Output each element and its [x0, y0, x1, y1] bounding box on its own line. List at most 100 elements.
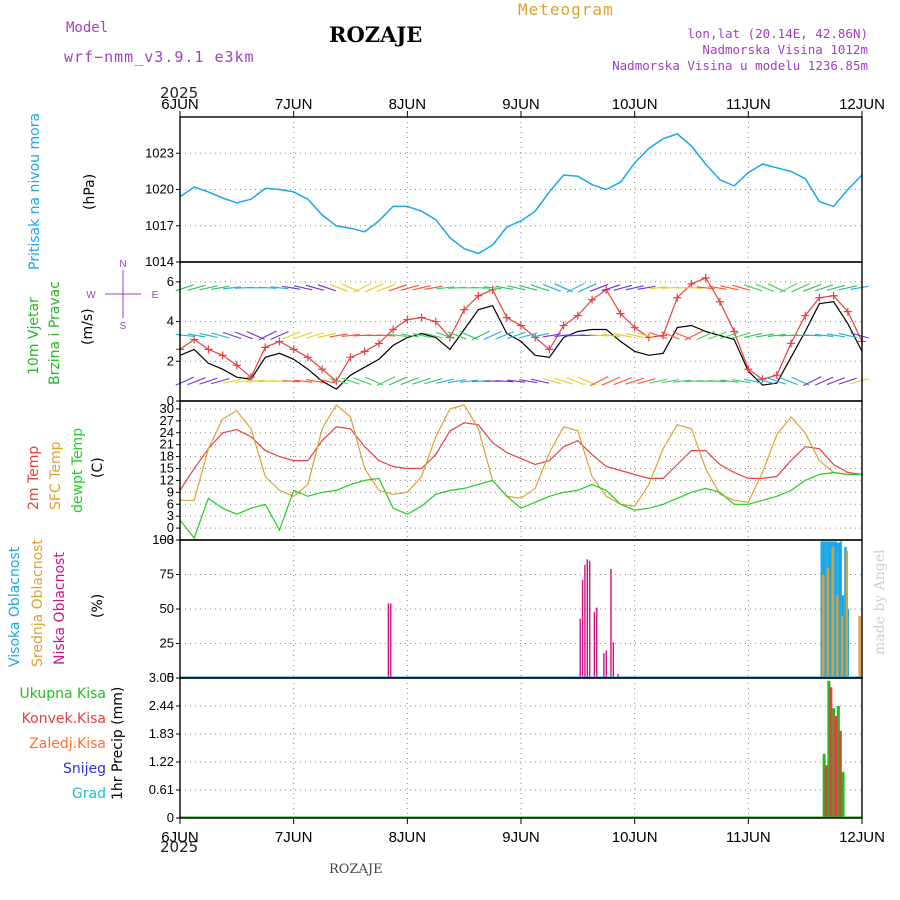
- wind-direction-arrow: [637, 378, 656, 385]
- wind-direction-arrow: [471, 330, 490, 341]
- compass-letter-w: W: [86, 290, 96, 301]
- wind-direction-arrow: [507, 285, 526, 291]
- wind-direction-arrow: [649, 378, 668, 384]
- bar-srednja-oblacnost: [840, 615, 844, 678]
- wind-direction-arrow: [293, 331, 313, 339]
- wind-direction-arrow: [211, 378, 230, 385]
- compass-letter-e: E: [152, 290, 159, 301]
- gust-marker: [701, 273, 710, 282]
- wind-direction-arrow: [376, 334, 396, 337]
- wind-direction-arrow: [222, 331, 242, 339]
- bar-srednja-oblacnost: [826, 567, 830, 678]
- wind-direction-arrow: [755, 283, 775, 292]
- bar-niska-oblacnost: [617, 673, 619, 678]
- bar-niska-oblacnost: [387, 603, 390, 678]
- gust-marker: [474, 291, 483, 300]
- y-tick-label: 21: [160, 437, 174, 452]
- y-tick-label: 6: [167, 496, 174, 511]
- y-tick-label: −3: [159, 532, 174, 547]
- x-tick-label: 7JUN: [275, 96, 313, 113]
- wind-direction-arrow: [258, 286, 277, 289]
- wind-direction-arrow: [376, 283, 396, 292]
- wind-direction-arrow: [826, 333, 846, 338]
- bar-konvek-kisa: [829, 687, 833, 818]
- bar-srednja-oblacnost: [845, 551, 849, 678]
- wind-direction-arrow: [743, 378, 763, 384]
- series-dewpt-temp-line: [179, 471, 862, 540]
- wind-direction-arrow: [447, 379, 467, 384]
- wind-direction-arrow: [270, 330, 289, 340]
- y-tick-label: 1020: [145, 182, 174, 197]
- wind-direction-arrow: [317, 378, 336, 384]
- wind-direction-arrow: [495, 285, 514, 290]
- wind-direction-arrow: [660, 331, 680, 340]
- x-tick-label: 8JUN: [389, 829, 427, 846]
- wind-direction-arrow: [637, 285, 656, 290]
- wind-direction-arrow: [341, 377, 360, 385]
- bar-srednja-oblacnost: [831, 546, 834, 678]
- bar-niska-oblacnost: [605, 650, 607, 678]
- legend-total-rain: Ukupna Kisa: [19, 686, 106, 702]
- gust-marker: [815, 293, 824, 302]
- wind-direction-arrow: [720, 379, 739, 383]
- y-tick-label: 18: [160, 449, 174, 464]
- x-tick-label: 7JUN: [275, 829, 313, 846]
- y-tick-label: 1014: [145, 254, 174, 269]
- wind-direction-arrow: [696, 330, 715, 340]
- gust-marker: [517, 321, 525, 330]
- wind-direction-arrow: [637, 332, 656, 339]
- wind-direction-arrow: [732, 379, 751, 384]
- wind-direction-arrow: [471, 286, 490, 289]
- panel-precip: 0 0.61 1.22 1.83 2.44 3.05: [149, 670, 863, 825]
- y-tick-label: 0.61: [149, 782, 174, 797]
- gust-marker: [715, 297, 724, 306]
- wind-direction-arrow: [282, 285, 301, 290]
- bar-srednja-oblacnost: [836, 595, 839, 678]
- y-tick-label: 0: [167, 520, 174, 535]
- wind-direction-arrow: [211, 285, 230, 290]
- x-tick-label: 10JUN: [612, 829, 658, 846]
- wind-direction-arrow: [187, 333, 206, 338]
- wind-direction-arrow: [779, 377, 798, 386]
- wind-direction-arrow: [850, 285, 869, 290]
- wind-direction-arrow: [447, 331, 467, 340]
- wind-direction-arrow: [554, 377, 573, 385]
- wind-direction-arrow: [436, 286, 455, 290]
- wind-direction-arrow: [388, 333, 407, 338]
- wind-direction-arrow: [672, 379, 692, 383]
- bar-srednja-oblacnost: [858, 615, 861, 678]
- wind-direction-arrow: [755, 333, 775, 338]
- wind-direction-arrow: [649, 331, 668, 339]
- gust-marker: [417, 313, 426, 322]
- wind-direction-arrow: [755, 378, 775, 385]
- bar-ukupna-kisa: [841, 772, 845, 818]
- wind-direction-arrow: [400, 333, 419, 338]
- wind-direction-arrow: [282, 380, 301, 383]
- wind-direction-arrow: [424, 332, 443, 339]
- gust-marker: [261, 343, 270, 352]
- gust-marker: [687, 279, 696, 288]
- wind-direction-arrow: [732, 332, 751, 339]
- x-tick-label: 9JUN: [502, 96, 540, 113]
- x-tick-label: 6JUN: [161, 96, 199, 113]
- bar-niska-oblacnost: [588, 560, 591, 678]
- y-tick-label: 100: [152, 532, 174, 547]
- wind-direction-arrow: [530, 332, 550, 339]
- gust-marker: [190, 335, 199, 344]
- y-tick-label: 27: [160, 413, 174, 428]
- gust-marker: [502, 313, 511, 322]
- wind-direction-arrow: [211, 332, 230, 339]
- bar-visoka-oblacnost: [839, 541, 842, 678]
- wind-direction-arrow: [329, 333, 348, 338]
- wind-direction-arrow: [175, 376, 194, 386]
- gust-marker: [801, 311, 810, 320]
- wind-direction-arrow: [720, 331, 739, 339]
- panel-wind: 0 2 4 6 N W E S: [86, 259, 869, 408]
- wind-direction-arrow: [554, 333, 573, 338]
- wind-direction-arrow: [838, 332, 857, 339]
- model-elevation-text: Nadmorska Visina u modelu 1236.85m: [612, 58, 868, 73]
- wind-direction-arrow: [684, 330, 704, 341]
- gust-marker: [403, 315, 412, 324]
- gust-marker: [488, 285, 497, 294]
